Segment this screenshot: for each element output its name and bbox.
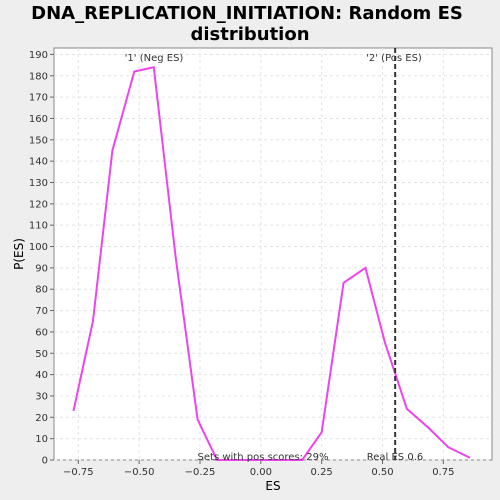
neg-es-label: '1' (Neg ES): [125, 53, 184, 64]
y-tick-label: 60: [35, 327, 48, 338]
y-tick-label: 90: [35, 263, 48, 274]
x-tick-label: 0.00: [250, 467, 272, 478]
pos-es-label: '2' (Pos ES): [366, 53, 422, 64]
y-tick-label: 80: [35, 285, 48, 296]
y-axis: 0 10 20 30 40 50 60 70 80 90 100 110 120 130 140 150 160…: [29, 50, 54, 467]
plot-area: [53, 47, 493, 461]
y-tick-label: 150: [29, 135, 48, 146]
x-tick-label: −0.50: [124, 467, 155, 478]
y-tick-label: 10: [35, 434, 48, 445]
chart-title-line1: DNA_REPLICATION_INITIATION: Random ES: [31, 3, 463, 24]
y-tick-label: 50: [35, 349, 48, 360]
y-tick-label: 70: [35, 306, 48, 317]
y-tick-label: 170: [29, 93, 48, 104]
y-tick-label: 120: [29, 199, 48, 210]
y-tick-label: 110: [29, 221, 48, 232]
grid-lines: [54, 48, 492, 461]
y-tick-label: 30: [35, 391, 48, 402]
y-tick-label: 20: [35, 413, 48, 424]
y-tick-label: 130: [29, 178, 48, 189]
x-tick-label: −0.75: [63, 467, 94, 478]
y-tick-label: 100: [29, 242, 48, 253]
x-tick-label: 0.50: [371, 467, 393, 478]
series-line: [72, 65, 471, 461]
y-axis-label: P(ES): [12, 238, 26, 270]
x-axis-label: ES: [265, 479, 280, 493]
pos-scores-footnote: Sets with pos scores: 29%: [198, 452, 329, 463]
y-tick-label: 140: [29, 157, 48, 168]
y-tick-label: 40: [35, 370, 48, 381]
real-es-label: Real ES 0.6: [367, 452, 423, 463]
chart-title-line2: distribution: [190, 24, 309, 45]
x-tick-label: 0.25: [311, 467, 333, 478]
x-tick-label: 0.75: [432, 467, 454, 478]
y-tick-label: 160: [29, 114, 48, 125]
y-tick-label: 0: [42, 456, 48, 467]
y-tick-label: 190: [29, 50, 48, 61]
y-tick-label: 180: [29, 71, 48, 82]
x-tick-label: −0.25: [185, 467, 216, 478]
